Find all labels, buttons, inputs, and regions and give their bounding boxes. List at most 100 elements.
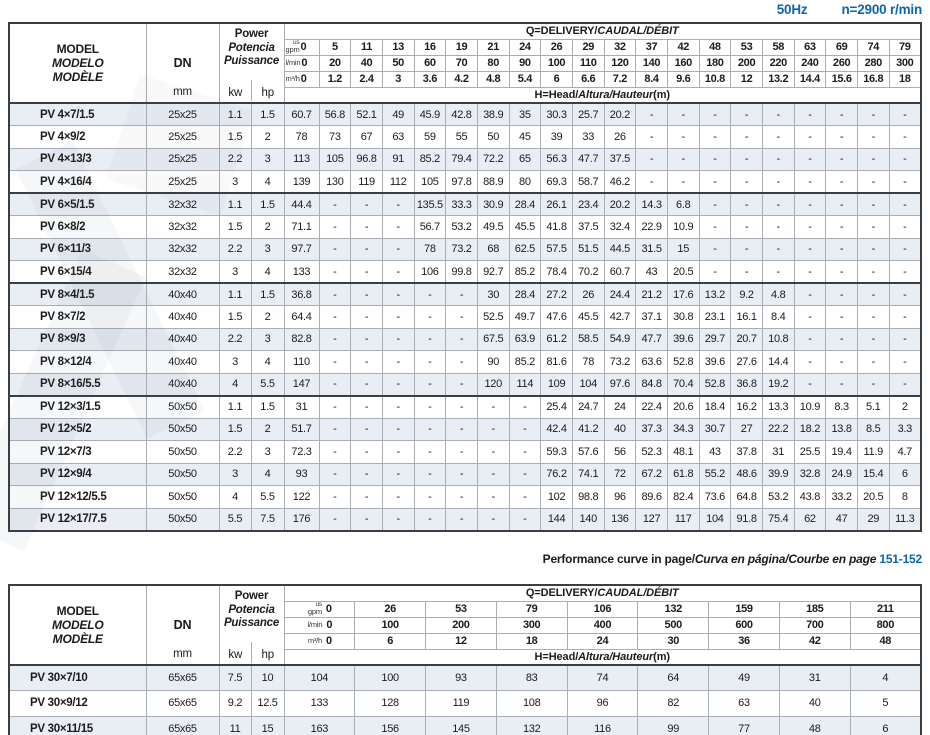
head-value: -: [318, 305, 352, 329]
head-value: 20.2: [603, 192, 637, 216]
head-value: 43.8: [793, 485, 827, 509]
pump-row: PV 6×8/2 32x32 1.5 2 71.1- - -56.7 53.2 49.5 45.5…: [8, 215, 922, 239]
flow-value: 90: [508, 54, 542, 72]
head-value: 16.1: [730, 305, 763, 329]
head-value: 96: [603, 485, 637, 509]
dn-unit-label: mm: [173, 86, 192, 98]
kw-cell: 2.2: [218, 147, 252, 171]
flow-value: 42: [778, 632, 851, 650]
head-value: 24: [603, 394, 637, 419]
head-value: -: [381, 394, 415, 419]
head-value: 73.2: [603, 350, 637, 374]
head-value: 120: [476, 372, 510, 396]
model-cell: PV 12×12/5.5: [8, 485, 147, 509]
head-value: 39.6: [698, 350, 732, 374]
head-value: -: [350, 282, 383, 306]
head-value: 47.6: [540, 305, 573, 329]
head-value: 56.8: [318, 102, 352, 126]
head-value: -: [318, 237, 352, 261]
model-cell: PV 4×7/1.5: [8, 102, 147, 126]
head-value: 22.2: [761, 417, 795, 441]
hp-cell: 3: [250, 237, 285, 261]
head-value: -: [445, 394, 478, 419]
head-value: 20.6: [666, 394, 700, 419]
dn-label: DN: [173, 618, 192, 632]
head-value: -: [381, 282, 415, 306]
head-value: -: [825, 170, 858, 194]
hp-cell: 5.5: [250, 485, 285, 509]
head-value: 69.3: [540, 170, 573, 194]
frequency-label: 50Hz: [776, 2, 808, 17]
hp-label: hp: [251, 80, 283, 101]
head-value: -: [635, 170, 668, 194]
head-value: -: [666, 125, 700, 149]
head-value: -: [888, 192, 922, 216]
head-value: -: [856, 102, 890, 126]
flow-value: 21: [476, 38, 510, 56]
head-value: 28.4: [508, 192, 542, 216]
dn-cell: 50x50: [145, 394, 220, 419]
head-value: 16.2: [730, 394, 763, 419]
head-value: -: [381, 462, 415, 486]
head-value: 62: [793, 507, 827, 531]
head-value: 133: [283, 690, 356, 717]
flow-value: 13: [381, 38, 415, 56]
head-value: -: [825, 260, 858, 284]
hp-cell: 3: [250, 440, 285, 464]
flow-unit-label: m³/h: [285, 74, 300, 83]
flow-value-zero: 0: [300, 73, 307, 85]
head-value: -: [381, 192, 415, 216]
flow-value-zero: 0: [325, 603, 332, 615]
flow-value: 2.4: [350, 70, 383, 88]
flow-value: 6.6: [571, 70, 605, 88]
flow-unit-label: l/min: [285, 58, 301, 67]
kw-label: kw: [228, 649, 243, 661]
head-value: 47.7: [635, 327, 668, 351]
head-value: -: [730, 237, 763, 261]
power-label-es: Potencia: [228, 41, 275, 54]
hp-cell: 3: [250, 327, 285, 351]
head-value: -: [350, 372, 383, 396]
flow-value: 8.4: [635, 70, 668, 88]
head-value: 6.8: [666, 192, 700, 216]
head-value: 176: [283, 507, 320, 531]
head-value: 55.2: [698, 462, 732, 486]
pump-row: PV 8×4/1.5 40x40 1.1 1.5 36.8- - - - -30 28.4 27.2…: [8, 282, 922, 306]
flow-unit-cell: us gpm 0: [283, 38, 320, 56]
flow-value: 6: [540, 70, 573, 88]
head-value: 26: [571, 282, 605, 306]
head-value: -: [856, 372, 890, 396]
dn-cell: 40x40: [145, 350, 220, 374]
head-value: 114: [508, 372, 542, 396]
head-value: 13.8: [825, 417, 858, 441]
pump-row: PV 4×7/1.5 25x25 1.1 1.5 60.7 56.8 52.1 49 45.9 4…: [8, 102, 922, 126]
head-value: -: [381, 440, 415, 464]
model-label-en: MODEL: [56, 42, 100, 56]
kw-cell: 5.5: [218, 507, 252, 531]
head-value: 37.3: [635, 417, 668, 441]
head-value: 40: [778, 690, 851, 717]
pump-table-pv30-wrap: MODEL MODELO MODÈLE DN mm Power: [8, 584, 922, 735]
head-value: 73.6: [698, 485, 732, 509]
head-value: 11.9: [856, 440, 890, 464]
head-value: 109: [540, 372, 573, 396]
head-value: -: [888, 170, 922, 194]
head-value: 45.5: [571, 305, 605, 329]
head-value: -: [413, 282, 447, 306]
head-value: 100: [354, 664, 427, 691]
flow-value: 12: [425, 632, 497, 650]
flow-value: 18: [888, 70, 922, 88]
model-label-fr: MODÈLE: [52, 632, 103, 646]
head-value: 82: [637, 690, 710, 717]
pump-row: PV 12×17/7.5 50x50 5.5 7.5 176- - - - - - -144 140 1…: [8, 507, 922, 531]
head-value: 75.4: [761, 507, 795, 531]
flow-value: 220: [761, 54, 795, 72]
curve-note-en: Performance curve in page/: [542, 552, 695, 566]
flow-value: 14.4: [793, 70, 827, 88]
head-value: -: [445, 507, 478, 531]
curve-page-numbers: 151-152: [879, 552, 922, 566]
flow-value: 20: [318, 54, 352, 72]
flow-value: 5.4: [508, 70, 542, 88]
model-label-fr: MODÈLE: [52, 70, 103, 84]
head-value: 163: [283, 715, 356, 735]
